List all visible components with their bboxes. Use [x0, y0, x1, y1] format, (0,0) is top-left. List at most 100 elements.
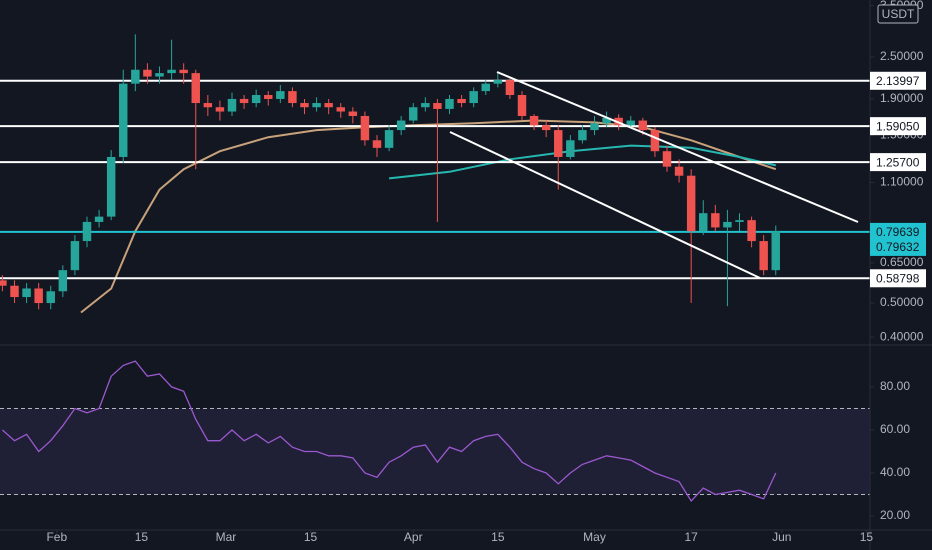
candle-body	[82, 221, 92, 242]
candle-body	[70, 241, 80, 271]
candle-body	[699, 213, 708, 232]
x-tick-label: Feb	[46, 530, 67, 544]
candle-body	[131, 69, 140, 84]
candle-body	[276, 91, 285, 99]
candle-body	[481, 83, 490, 92]
candle-body	[650, 130, 660, 152]
candle-body	[529, 115, 539, 126]
candle-body	[300, 103, 309, 108]
last-price-box	[870, 237, 926, 256]
level-label-box	[870, 153, 926, 172]
candle-body	[735, 220, 744, 222]
candle-body	[493, 80, 503, 84]
x-tick-label: May	[583, 530, 606, 544]
candle-body	[578, 130, 587, 141]
candle-body	[215, 107, 225, 112]
trend-line	[449, 131, 761, 279]
candle-body	[348, 111, 358, 116]
candle-body	[372, 140, 382, 148]
y-tick-label: 2.50000	[880, 49, 924, 63]
candle-body	[0, 280, 7, 286]
candle-body	[312, 103, 321, 108]
level-label: 1.25700	[876, 155, 920, 169]
rsi-band	[0, 408, 870, 495]
candle-body	[711, 213, 720, 228]
candle-body	[433, 103, 442, 109]
unit-box	[877, 4, 919, 24]
level-label-box	[870, 269, 926, 288]
y-tick-label: 0.50000	[880, 295, 924, 309]
candle-body	[457, 98, 466, 104]
candle-body	[336, 107, 345, 112]
candle-body	[324, 103, 333, 108]
candle-body	[46, 291, 55, 304]
candle-body	[723, 221, 732, 228]
candle-body	[541, 125, 551, 131]
x-tick-label: Mar	[216, 530, 237, 544]
candle-body	[554, 130, 563, 157]
candle-body	[119, 83, 128, 157]
x-tick-label: Apr	[404, 530, 423, 544]
candle-body	[251, 94, 261, 104]
x-tick-label: 17	[684, 530, 698, 544]
candle-body	[602, 117, 611, 124]
candle-body	[179, 69, 188, 74]
price-pane	[0, 34, 870, 314]
x-tick-label: Jun	[772, 530, 791, 544]
candle-body	[203, 103, 213, 108]
level-label-box	[870, 222, 926, 241]
y-tick-label: 20.00	[880, 508, 910, 522]
candle-body	[143, 69, 152, 77]
candle-body	[759, 241, 768, 271]
x-tick-label: 15	[491, 530, 505, 544]
candle-body	[167, 69, 176, 74]
candle-body	[771, 231, 780, 271]
candle-body	[674, 166, 684, 176]
candle-body	[22, 288, 31, 298]
candle-body	[155, 73, 164, 77]
level-label: 0.79639	[876, 225, 920, 239]
candle-body	[505, 80, 515, 95]
y-tick-label: 80.00	[880, 379, 910, 393]
candle-body	[566, 140, 575, 157]
y-tick-label: 1.10000	[880, 175, 924, 189]
candle-body	[360, 115, 370, 141]
candle-body	[662, 151, 672, 167]
trend-line	[496, 71, 859, 223]
x-tick-label: 15	[860, 530, 874, 544]
candle-body	[590, 123, 599, 131]
candle-body	[384, 130, 394, 148]
candle-body	[239, 98, 249, 104]
candle-body	[626, 120, 635, 126]
candle-body	[638, 120, 648, 131]
moving-average	[388, 144, 777, 180]
candle-body	[445, 98, 454, 109]
candle-body	[191, 73, 200, 104]
candle-body	[396, 120, 406, 131]
candle-body	[34, 288, 43, 304]
candle-body	[517, 94, 527, 116]
level-label: 1.59050	[876, 119, 920, 133]
candle-body	[421, 103, 430, 108]
level-label-box	[870, 117, 926, 136]
candle-body	[227, 98, 237, 112]
level-label: 0.58798	[876, 271, 920, 285]
candle-body	[469, 91, 478, 104]
y-tick-label: 0.65000	[880, 255, 924, 269]
candle-body	[264, 94, 273, 99]
unit-label: USDT	[882, 7, 915, 21]
candle-body	[288, 91, 297, 104]
candle-body	[409, 107, 418, 121]
y-tick-label: 60.00	[880, 422, 910, 436]
x-tick-label: 15	[304, 530, 318, 544]
last-price-label: 0.79632	[876, 240, 920, 254]
candle-body	[94, 216, 104, 222]
candle-body	[747, 220, 756, 242]
candle-body	[10, 285, 19, 298]
candle-body	[106, 156, 116, 217]
candle-body	[58, 270, 68, 292]
axes: 3.500002.500001.900001.500001.100000.650…	[46, 0, 926, 544]
y-tick-label: 1.90000	[880, 91, 924, 105]
